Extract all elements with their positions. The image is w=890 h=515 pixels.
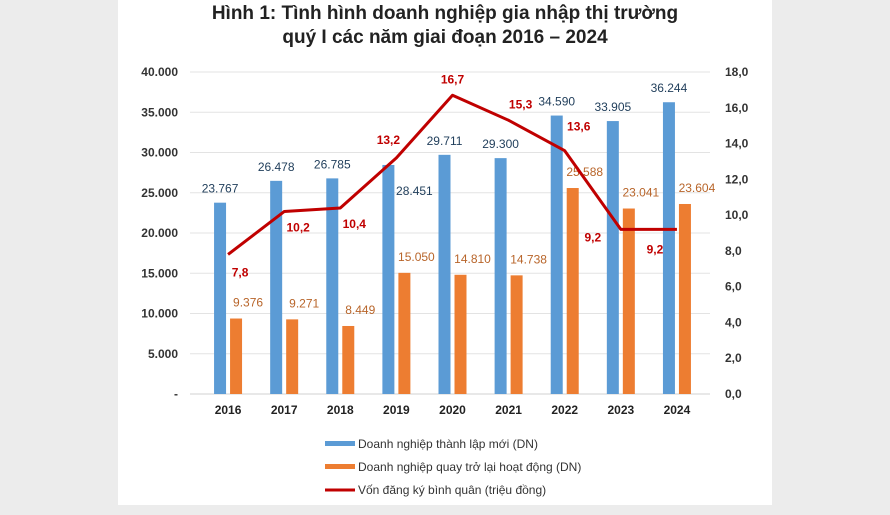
- x-axis-tick: 2020: [439, 403, 466, 417]
- bar-new-enterprises: [438, 154, 451, 394]
- left-axis-tick: 10.000: [141, 307, 178, 321]
- x-axis-tick: 2024: [664, 403, 691, 417]
- left-axis-tick: 25.000: [141, 186, 178, 200]
- x-axis-tick: 2021: [495, 403, 522, 417]
- legend-label: Doanh nghiệp thành lập mới (DN): [358, 437, 538, 451]
- legend-swatch: [325, 464, 355, 469]
- bar-new-enterprises: [382, 164, 395, 394]
- data-label-avg-capital: 13,2: [377, 133, 401, 147]
- left-axis-tick: 30.000: [141, 146, 178, 160]
- bar-new-enterprises: [494, 158, 507, 394]
- left-axis-tick: 20.000: [141, 226, 178, 240]
- x-axis-tick: 2017: [271, 403, 298, 417]
- data-label-returning: 9.376: [233, 296, 263, 310]
- data-label-avg-capital: 15,3: [509, 97, 533, 111]
- bar-returning-enterprises: [342, 325, 355, 394]
- data-label-returning: 23.041: [622, 186, 659, 200]
- x-axis-tick: 2023: [607, 403, 634, 417]
- data-label-returning: 14.738: [510, 252, 547, 266]
- legend-label: Doanh nghiệp quay trở lại hoạt động (DN): [358, 460, 581, 474]
- bar-returning-enterprises: [622, 208, 635, 394]
- left-axis-tick: 5.000: [148, 347, 178, 361]
- right-axis-tick: 16,0: [725, 101, 749, 115]
- bar-returning-enterprises: [566, 188, 579, 394]
- right-axis-tick: 4,0: [725, 315, 742, 329]
- bar-new-enterprises: [326, 178, 339, 394]
- left-axis-tick: 35.000: [141, 105, 178, 119]
- bar-returning-enterprises: [398, 272, 411, 394]
- bar-new-enterprises: [270, 180, 283, 394]
- data-label-new: 34.590: [538, 95, 575, 109]
- right-axis-tick: 10,0: [725, 208, 749, 222]
- right-axis-tick: 18,0: [725, 65, 749, 79]
- chart-title-line-1: Hình 1: Tình hình doanh nghiệp gia nhập …: [211, 3, 679, 24]
- right-axis-tick: 0,0: [725, 387, 742, 401]
- data-label-avg-capital: 9,2: [647, 242, 664, 256]
- right-axis-tick: 14,0: [725, 137, 749, 151]
- x-axis-tick: 2016: [215, 403, 242, 417]
- data-label-avg-capital: 16,7: [441, 72, 465, 86]
- bar-new-enterprises: [214, 202, 227, 394]
- data-label-returning: 15.050: [398, 250, 435, 264]
- legend-label: Vốn đăng ký bình quân (triệu đồng): [358, 483, 546, 497]
- data-label-new: 23.767: [202, 182, 239, 196]
- data-label-returning: 8.449: [345, 303, 375, 317]
- data-label-new: 26.478: [258, 160, 295, 174]
- line-avg-capital: [227, 93, 677, 256]
- data-label-returning: 23.604: [679, 181, 716, 195]
- right-axis-tick: 12,0: [725, 172, 749, 186]
- data-label-new: 26.785: [314, 157, 351, 171]
- data-label-avg-capital: 13,6: [567, 120, 591, 134]
- bar-returning-enterprises: [678, 203, 691, 394]
- data-label-new: 29.711: [427, 134, 463, 148]
- data-label-avg-capital: 10,4: [343, 217, 367, 231]
- data-label-returning: 14.810: [454, 252, 491, 266]
- chart-title-line-2: quý I các năm giai đoạn 2016 – 2024: [282, 27, 608, 48]
- data-label-new: 33.905: [594, 100, 631, 114]
- data-label-avg-capital: 9,2: [584, 230, 601, 244]
- bar-returning-enterprises: [286, 319, 299, 394]
- data-label-avg-capital: 10,2: [286, 221, 310, 235]
- right-axis-tick: 2,0: [725, 351, 742, 365]
- bar-returning-enterprises: [510, 275, 523, 394]
- data-label-avg-capital: 7,8: [232, 265, 249, 279]
- bar-returning-enterprises: [230, 318, 243, 394]
- x-axis-tick: 2019: [383, 403, 410, 417]
- bar-new-enterprises: [662, 102, 675, 394]
- left-axis-tick: -: [174, 387, 178, 401]
- bar-new-enterprises: [550, 115, 563, 394]
- left-axis-tick: 15.000: [141, 266, 178, 280]
- data-label-new: 28.451: [396, 184, 433, 198]
- right-axis-tick: 6,0: [725, 280, 742, 294]
- x-axis-tick: 2018: [327, 403, 354, 417]
- data-label-new: 29.300: [482, 137, 519, 151]
- legend-swatch: [325, 441, 355, 446]
- right-axis-tick: 8,0: [725, 244, 742, 258]
- bar-new-enterprises: [606, 121, 619, 394]
- chart-title: Hình 1: Tình hình doanh nghiệp gia nhập …: [0, 2, 890, 50]
- left-axis-tick: 40.000: [141, 65, 178, 79]
- data-label-new: 36.244: [651, 81, 688, 95]
- data-label-returning: 9.271: [289, 296, 319, 310]
- x-axis-tick: 2022: [551, 403, 578, 417]
- bar-returning-enterprises: [454, 274, 467, 394]
